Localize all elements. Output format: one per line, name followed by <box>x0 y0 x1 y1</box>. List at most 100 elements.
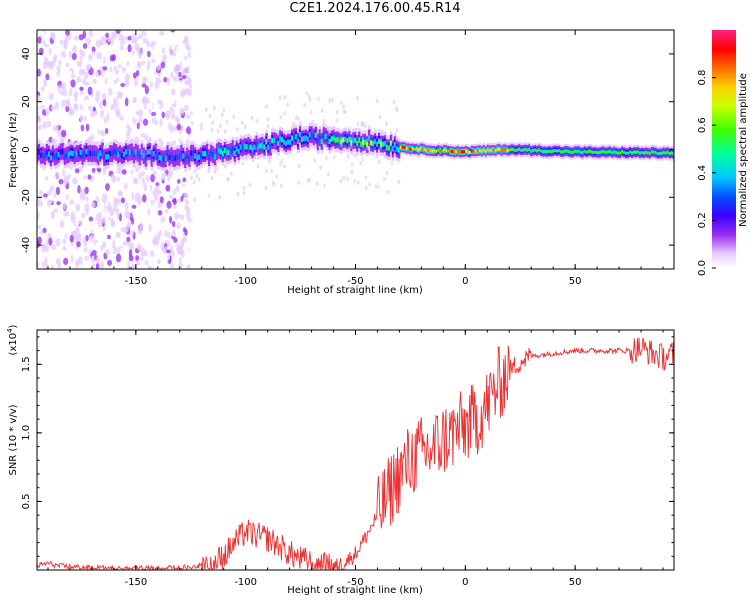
heatmap-noise-cell <box>290 103 294 108</box>
heatmap-noise-cell <box>81 212 86 219</box>
heatmap-noise-cell <box>171 244 178 254</box>
heatmap-noise-cell <box>141 170 146 177</box>
colorbar-tick-label: 0.2 <box>697 212 708 228</box>
heatmap-noise-cell <box>216 128 220 134</box>
heatmap-noise-cell <box>197 177 201 182</box>
heatmap-noise-cell <box>127 112 131 118</box>
heatmap-noise-cell <box>66 70 73 77</box>
heatmap-ridge-cell <box>207 154 211 161</box>
heatmap-noise-cell <box>164 89 169 97</box>
heatmap-ridge-cell <box>95 151 98 157</box>
heatmap-noise-cell <box>55 124 59 133</box>
heatmap-noise-cell <box>365 115 368 120</box>
heatmap-ridge-cell <box>245 144 249 150</box>
heatmap-noise-cell <box>137 200 141 206</box>
heatmap-noise-cell <box>236 127 239 132</box>
heatmap-noise-cell <box>143 134 149 141</box>
heatmap-noise-cell <box>220 175 224 181</box>
heatmap-noise-cell <box>132 263 136 269</box>
heatmap-ridge-cell <box>486 148 490 152</box>
heatmap-noise-cell <box>176 213 182 219</box>
heatmap-ridge-cell <box>492 148 496 152</box>
heatmap-noise-cell <box>149 81 154 88</box>
heatmap-noise-cell <box>91 201 96 209</box>
heatmap-noise-cell <box>161 172 166 181</box>
heatmap-noise-cell <box>107 234 111 240</box>
heatmap-noise-cell <box>392 100 396 105</box>
heatmap-noise-cell <box>132 72 137 79</box>
heatmap-noise-cell <box>318 94 322 99</box>
heatmap-noise-cell <box>91 51 96 56</box>
heatmap-ridge-cell <box>103 154 106 161</box>
heatmap-noise-cell <box>178 71 182 78</box>
heatmap-noise-cell <box>180 135 185 142</box>
heatmap-noise-cell <box>136 122 140 130</box>
heatmap-noise-cell <box>58 178 64 185</box>
heatmap-noise-cell <box>37 236 42 245</box>
heatmap-noise-cell <box>116 77 120 82</box>
heatmap-noise-cell <box>121 125 125 131</box>
heatmap-noise-cell <box>110 217 115 225</box>
heatmap-ridge-cell <box>152 151 156 157</box>
heatmap-noise-cell <box>134 106 140 112</box>
heatmap-noise-cell <box>144 85 150 95</box>
heatmap-ridge-cell <box>530 149 533 153</box>
heatmap-ridge-cell <box>294 133 298 140</box>
heatmap-noise-cell <box>326 172 330 177</box>
heatmap-noise-cell <box>387 189 390 195</box>
heatmap-ridge-cell <box>263 144 266 150</box>
heatmap-noise-cell <box>124 73 130 83</box>
colorbar-label: Normalized spectral amplitude <box>738 73 749 227</box>
heatmap-noise-cell <box>110 31 117 37</box>
heatmap-ridge-cell <box>176 154 179 160</box>
heatmap-noise-cell <box>255 118 259 124</box>
heatmap-noise-cell <box>128 260 133 268</box>
heatmap-noise-cell <box>111 175 117 183</box>
heatmap-noise-cell <box>148 265 152 269</box>
heatmap-noise-cell <box>268 159 271 164</box>
heatmap-ridge-cell <box>253 144 257 150</box>
heatmap-noise-cell <box>63 257 69 266</box>
heatmap-noise-cell <box>102 66 108 71</box>
snr-y-tick-label: 0.5 <box>21 493 32 509</box>
heatmap-x-tick-label: -150 <box>124 276 147 287</box>
heatmap-noise-cell <box>157 259 161 265</box>
heatmap-ridge-cell <box>332 135 336 141</box>
heatmap-ridge-cell <box>57 151 61 158</box>
heatmap-ridge-cell <box>372 140 375 147</box>
heatmap-noise-cell <box>151 111 157 117</box>
heatmap-noise-cell <box>96 51 100 60</box>
heatmap-noise-cell <box>168 49 174 56</box>
heatmap-ridge-cell <box>310 132 314 138</box>
heatmap-ridge-cell <box>320 138 324 145</box>
heatmap-noise-cell <box>155 32 160 38</box>
heatmap-noise-cell <box>65 105 70 113</box>
heatmap-noise-cell <box>167 122 172 131</box>
heatmap-noise-cell <box>161 47 166 54</box>
heatmap-noise-cell <box>346 176 350 182</box>
heatmap-ridge-cell <box>273 138 276 144</box>
heatmap-noise-cell <box>50 211 56 220</box>
heatmap-ridge-cell <box>573 149 577 153</box>
heatmap-ridge-cell <box>99 150 102 156</box>
heatmap-noise-cell <box>181 74 187 80</box>
heatmap-noise-cell <box>308 145 312 150</box>
heatmap-noise-cell <box>169 216 173 224</box>
heatmap-ridge-cell <box>474 149 478 153</box>
heatmap-ridge-cell <box>178 154 181 161</box>
heatmap-noise-cell <box>106 112 110 121</box>
heatmap-noise-cell <box>55 238 61 247</box>
heatmap-noise-cell <box>71 177 78 185</box>
heatmap-noise-cell <box>193 197 197 202</box>
heatmap-ridge-cell <box>546 150 549 154</box>
heatmap-noise-cell <box>193 168 197 174</box>
heatmap-ridge-cell <box>285 140 288 147</box>
heatmap-noise-cell <box>176 222 181 230</box>
heatmap-noise-cell <box>147 208 151 216</box>
snr-x-tick-label: 0 <box>462 577 468 588</box>
heatmap-noise-cell <box>195 187 199 193</box>
heatmap-ridge-cell <box>113 148 116 154</box>
heatmap-noise-cell <box>179 32 184 39</box>
heatmap-noise-cell <box>159 196 164 204</box>
heatmap-ridge-cell <box>71 150 75 157</box>
